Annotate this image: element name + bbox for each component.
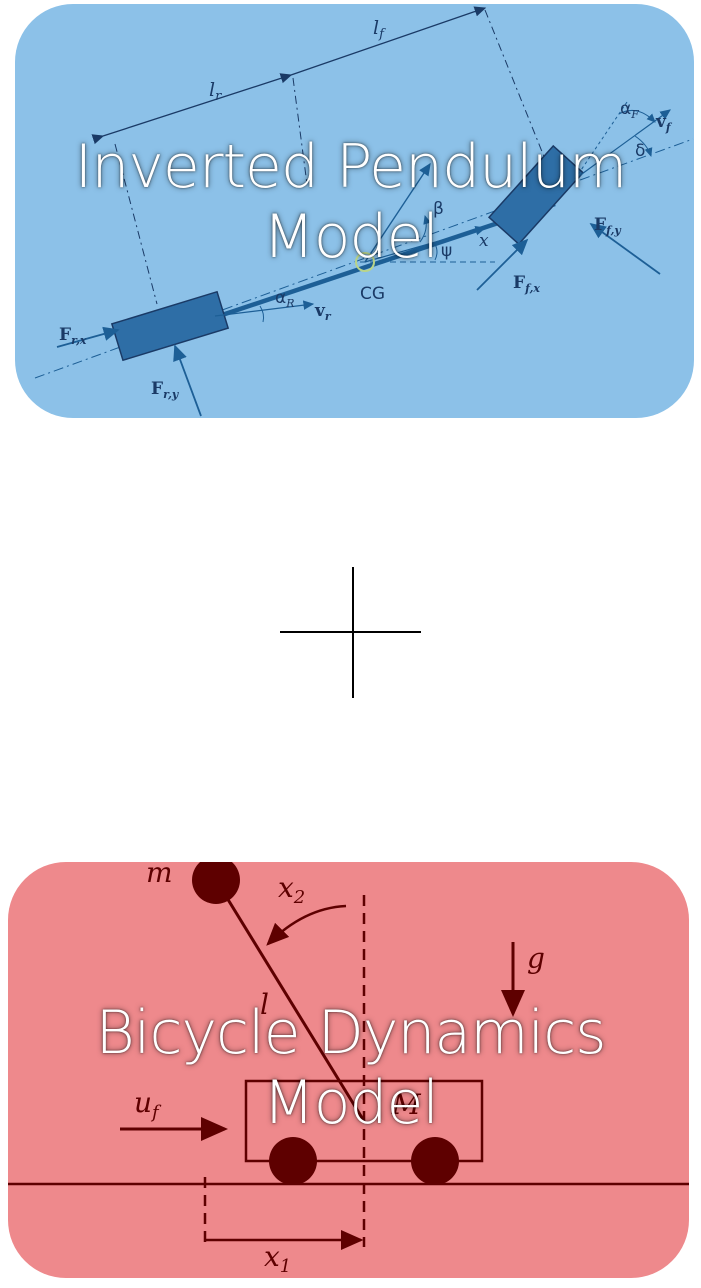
lr-label: lr — [209, 79, 222, 104]
cart-right-wheel — [411, 1137, 459, 1185]
bicycle-dynamics-title-line1: Bicycle Dynamics — [95, 998, 607, 1068]
bicycle-dynamics-title-line2: Model — [262, 1068, 439, 1138]
lf-label: lf — [373, 17, 386, 42]
inverted-pendulum-title: Inverted Pendulum Model — [0, 132, 701, 272]
v-f-label: vf — [655, 112, 673, 134]
ffy-arrow — [589, 222, 661, 275]
alpha-r-arc — [259, 305, 265, 323]
inverted-pendulum-title-line2: Model — [262, 202, 439, 272]
bicycle-dynamics-title: Bicycle Dynamics Model — [0, 998, 701, 1138]
frx-arrow — [56, 326, 120, 348]
rear-wheel — [110, 290, 230, 362]
fry-label: Fr,y — [151, 379, 180, 401]
delta-label: δ — [635, 141, 645, 161]
cart-mass-M-label: M — [391, 1088, 422, 1121]
cart-left-wheel — [269, 1137, 317, 1185]
beta-arc — [419, 215, 432, 243]
front-projection-line — [484, 9, 548, 165]
inverted-pendulum-card: lf lr αF vf δ β ψ x Ff,y Ff,x CG αR vr F… — [15, 4, 694, 418]
lf-dimension-line — [290, 6, 487, 76]
length-l-label: l — [260, 988, 269, 1021]
alpha-f-label: αF — [620, 99, 639, 121]
psi-arc — [434, 243, 438, 261]
ffy-label: Ff,y — [594, 215, 622, 237]
x1-label: x1 — [264, 1240, 291, 1277]
x2-angle-arrow — [266, 904, 347, 946]
alpha-r-label: αR — [275, 288, 295, 310]
cg-marker — [355, 252, 375, 272]
beta-label: β — [433, 199, 444, 219]
lr-dimension-line — [91, 73, 293, 145]
psi-label: ψ — [441, 241, 452, 261]
mass-m-label: m — [146, 862, 173, 889]
x2-label: x2 — [278, 871, 305, 908]
gravity-g-label: g — [527, 942, 545, 975]
alpha-f-arc — [618, 109, 656, 123]
x-label: x — [479, 231, 489, 251]
v-r-label: vr — [314, 301, 332, 323]
cg-label: CG — [360, 284, 385, 304]
bicycle-model-diagram: lf lr αF vf δ β ψ x Ff,y Ff,x CG αR vr F… — [34, 6, 694, 417]
vehicle-axis-line — [34, 138, 694, 379]
frx-label: Fr,x — [59, 325, 87, 347]
bicycle-dynamics-card: m x2 g l M uf x1 — [8, 862, 689, 1278]
cg-velocity-arrow — [364, 162, 431, 263]
front-wheel — [487, 144, 585, 246]
cart-pendulum-diagram: m x2 g l M uf x1 — [8, 862, 689, 1277]
ffx-arrow — [476, 238, 529, 291]
ffx-label: Ff,x — [513, 273, 540, 295]
pendulum-rod — [214, 879, 366, 1122]
delta-arc — [634, 135, 653, 157]
rear-velocity-arrow — [214, 300, 315, 317]
fry-arrow — [173, 344, 202, 417]
x-axis-arrow — [364, 225, 487, 263]
inverted-pendulum-title-line1: Inverted Pendulum — [74, 132, 628, 202]
pendulum-mass — [192, 862, 240, 904]
